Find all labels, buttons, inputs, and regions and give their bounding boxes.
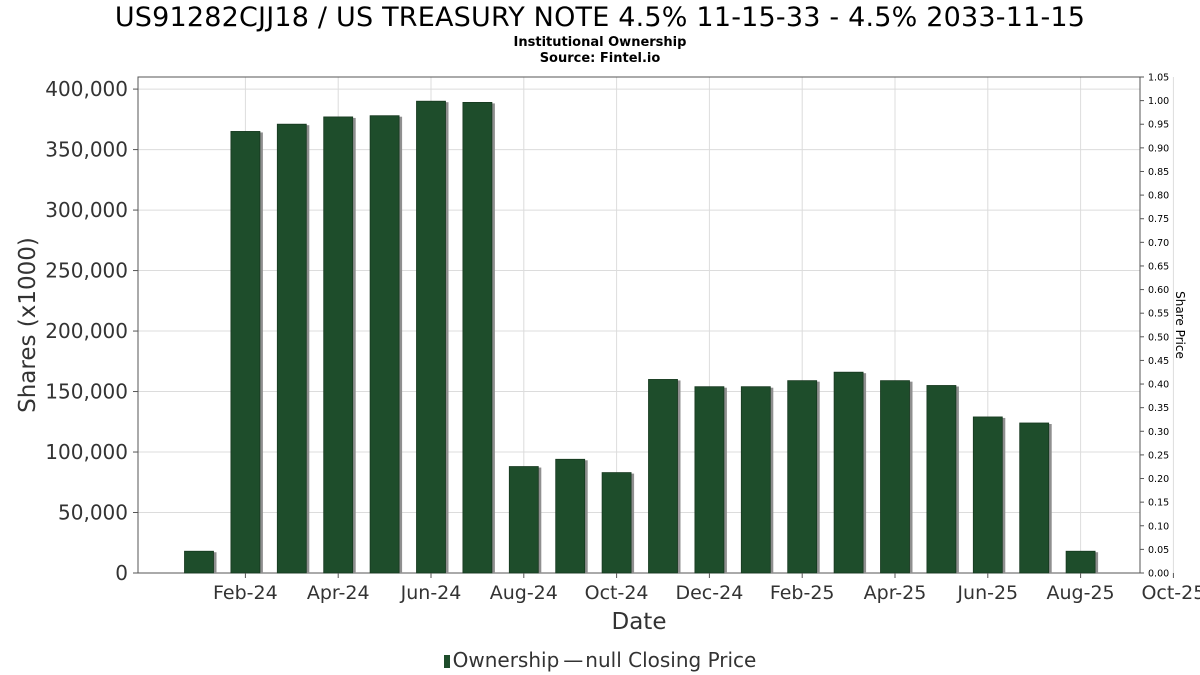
x-tick-label: Oct-25 — [1141, 582, 1200, 604]
y2-tick-label: 0.60 — [1148, 285, 1169, 296]
y-tick-label: 350,000 — [45, 138, 128, 162]
plot-frame — [137, 76, 1141, 574]
y2-tick-label: 0.80 — [1148, 191, 1169, 202]
ownership-bar — [369, 115, 400, 574]
closing-price-legend-label: null Closing Price — [585, 648, 757, 672]
ownership-bar — [184, 550, 214, 574]
y2-tick-label: 0.40 — [1148, 380, 1169, 391]
chart-source: Source: Fintel.io — [539, 51, 661, 66]
y-axis-label: Shares (x1000) — [15, 237, 41, 413]
ownership-bar — [276, 123, 307, 574]
ownership-bar — [648, 379, 678, 574]
y2-axis-label: Share Price — [1173, 291, 1187, 359]
y2-tick-label: 0.15 — [1148, 498, 1169, 509]
y2-tick-label: 0.90 — [1148, 143, 1169, 154]
ownership-bar — [416, 100, 446, 574]
x-tick-label: Aug-24 — [490, 582, 558, 604]
x-tick-label: Oct-24 — [585, 582, 649, 604]
ownership-legend-swatch — [443, 655, 450, 668]
y-tick-label: 400,000 — [45, 77, 128, 101]
chart-subtitle: Institutional Ownership — [513, 35, 687, 50]
x-tick-label: Apr-25 — [864, 582, 927, 604]
y2-tick-label: 0.45 — [1148, 356, 1169, 367]
y2-tick-label: 0.65 — [1148, 261, 1169, 272]
y-tick-label: 100,000 — [45, 440, 128, 464]
chart-title: US91282CJJ18 / US TREASURY NOTE 4.5% 11-… — [114, 2, 1086, 33]
y-tick-label: 250,000 — [45, 259, 128, 283]
x-tick-label: Aug-25 — [1047, 582, 1115, 604]
ownership-bar — [880, 380, 910, 574]
ownership-bar — [601, 472, 632, 574]
x-axis-label: Date — [612, 609, 667, 635]
y2-tick-label: 0.85 — [1148, 167, 1169, 178]
y-tick-label: 200,000 — [45, 319, 128, 343]
y2-tick-label: 0.10 — [1148, 521, 1169, 532]
y-tick-label: 50,000 — [58, 501, 128, 525]
ownership-bar — [555, 458, 586, 574]
y2-tick-label: 1.00 — [1148, 96, 1169, 107]
y-tick-label: 0 — [115, 561, 128, 585]
x-tick-label: Dec-24 — [675, 582, 743, 604]
x-tick-label: Jun-24 — [400, 582, 462, 604]
ownership-bar — [694, 386, 725, 574]
ownership-bar — [1019, 422, 1050, 574]
ownership-bar — [1065, 550, 1096, 574]
y2-tick-label: 0.55 — [1148, 309, 1169, 320]
ownership-bar — [508, 466, 539, 574]
ownership-bar — [833, 371, 864, 574]
y2-tick-label: 1.05 — [1148, 73, 1169, 84]
y2-tick-label: 0.00 — [1148, 569, 1169, 580]
y2-tick-label: 0.30 — [1148, 427, 1169, 438]
y2-tick-label: 0.25 — [1148, 450, 1169, 461]
ownership-legend-label: Ownership — [452, 648, 560, 672]
y2-tick-label: 0.20 — [1148, 474, 1169, 485]
y2-tick-label: 0.50 — [1148, 332, 1169, 343]
y2-tick-label: 0.75 — [1148, 214, 1169, 225]
y2-tick-label: 0.70 — [1148, 238, 1169, 249]
x-tick-label: Feb-24 — [213, 582, 278, 604]
y2-tick-label: 0.35 — [1148, 403, 1169, 414]
ownership-bar — [740, 386, 771, 574]
ownership-bar — [230, 131, 261, 574]
x-tick-label: Jun-25 — [956, 582, 1018, 604]
closing-price-legend-line: — — [563, 648, 584, 672]
x-tick-label: Feb-25 — [770, 582, 835, 604]
ownership-bar — [323, 116, 354, 574]
y2-tick-label: 0.05 — [1148, 545, 1169, 556]
ownership-bar — [462, 102, 493, 574]
ownership-bar — [972, 416, 1003, 574]
chart-legend: Ownership — null Closing Price — [0, 648, 1200, 672]
x-tick-label: Apr-24 — [307, 582, 370, 604]
ownership-bar — [926, 385, 957, 574]
y-tick-label: 300,000 — [45, 198, 128, 222]
y-tick-label: 150,000 — [45, 380, 128, 404]
y2-tick-label: 0.95 — [1148, 120, 1169, 131]
ownership-bar — [787, 380, 818, 574]
